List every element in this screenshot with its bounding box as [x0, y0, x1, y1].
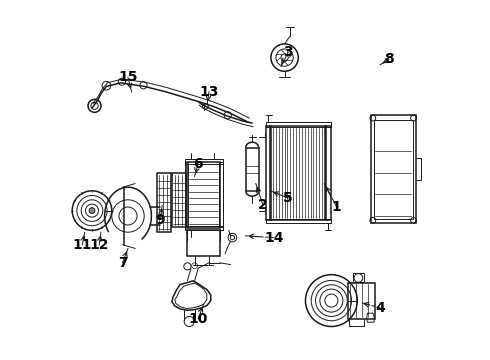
Text: 9: 9	[156, 213, 165, 226]
Text: 3: 3	[283, 45, 293, 59]
Text: 10: 10	[189, 312, 208, 325]
Text: 4: 4	[375, 301, 385, 315]
Text: 8: 8	[384, 53, 394, 66]
Bar	[187, 162, 220, 227]
Bar	[266, 122, 331, 127]
Text: 11: 11	[73, 238, 92, 252]
Bar	[185, 226, 222, 230]
Text: 1: 1	[332, 200, 342, 214]
Bar	[185, 159, 222, 164]
Bar	[187, 229, 220, 256]
Bar	[266, 126, 271, 220]
Bar	[374, 120, 413, 219]
Text: 7: 7	[118, 256, 127, 270]
Text: 13: 13	[199, 85, 219, 99]
Text: 14: 14	[264, 231, 284, 244]
Circle shape	[89, 208, 95, 213]
Bar	[245, 148, 259, 191]
Bar	[172, 173, 186, 227]
Text: 15: 15	[118, 71, 138, 84]
Bar	[353, 273, 364, 282]
Bar	[157, 173, 171, 232]
Bar	[219, 162, 222, 227]
Text: 6: 6	[194, 157, 203, 171]
Bar	[270, 126, 326, 220]
Text: 5: 5	[283, 191, 293, 205]
Text: 2: 2	[258, 198, 268, 212]
Bar	[347, 283, 374, 319]
Text: 12: 12	[90, 238, 109, 252]
Bar	[325, 126, 331, 220]
Bar	[185, 162, 189, 227]
Bar	[266, 219, 331, 223]
